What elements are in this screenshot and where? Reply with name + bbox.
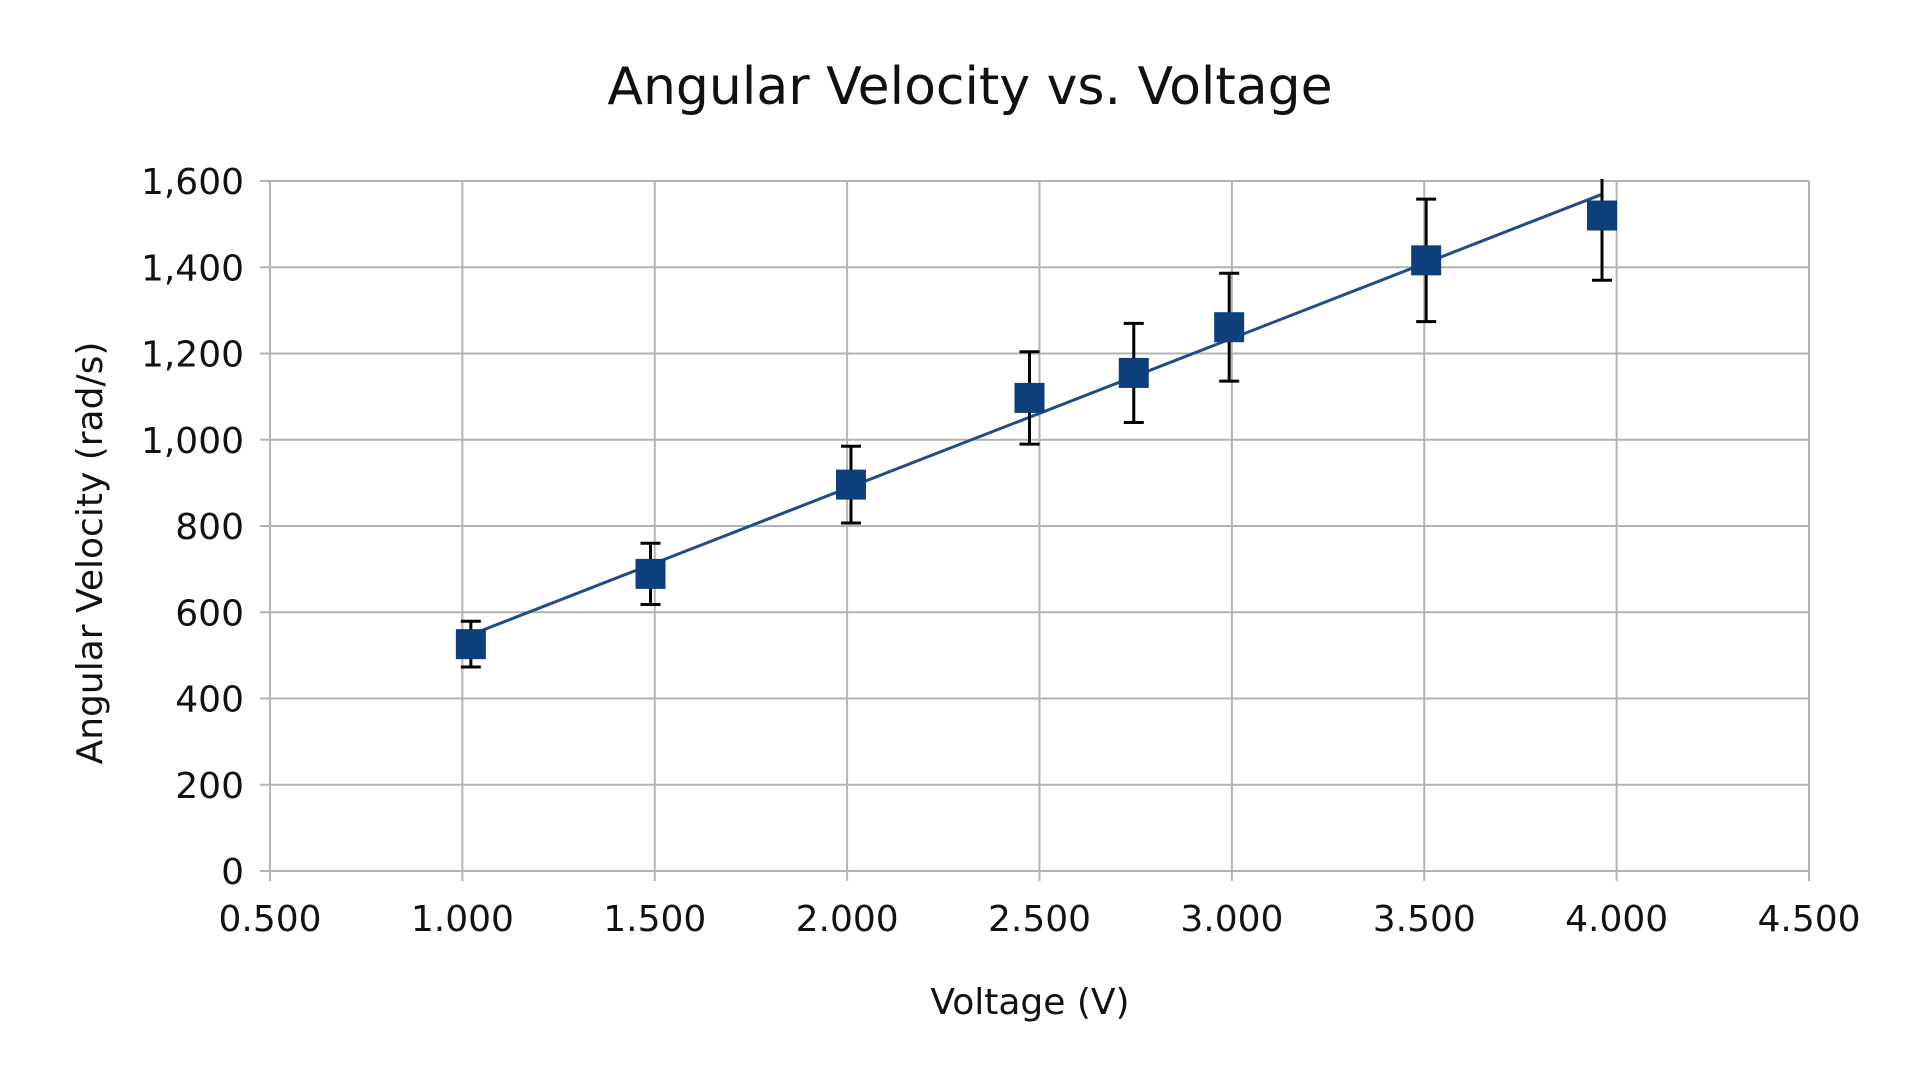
- data-point: [1411, 245, 1442, 276]
- x-axis-label: Voltage (V): [930, 982, 1129, 1023]
- y-axis-label: Angular Velocity (rad/s): [70, 342, 111, 765]
- y-tick-label: 1,200: [141, 335, 244, 376]
- x-tick-label: 3.500: [1373, 899, 1476, 940]
- data-point: [1214, 312, 1245, 343]
- tick-labels: 0.500 1.000 1.500 2.000 2.500 3.000 3.500 4.000…: [141, 162, 1861, 940]
- data-point: [835, 469, 866, 500]
- grid: [260, 180, 1810, 881]
- x-tick-label: 2.500: [988, 899, 1091, 940]
- y-tick-label: 600: [175, 593, 244, 634]
- x-tick-label: 1.000: [411, 899, 514, 940]
- y-tick-label: 400: [175, 680, 244, 721]
- data-point: [1587, 200, 1618, 231]
- y-tick-label: 800: [175, 507, 244, 548]
- y-tick-label: 200: [175, 766, 244, 807]
- x-tick-label: 0.500: [218, 899, 321, 940]
- y-tick-label: 0: [221, 852, 244, 893]
- x-tick-label: 4.000: [1565, 899, 1668, 940]
- y-tick-label: 1,000: [141, 421, 244, 462]
- data-points: [455, 200, 1618, 660]
- data-point: [455, 629, 486, 660]
- x-tick-label: 4.500: [1757, 899, 1860, 940]
- y-tick-label: 1,600: [141, 162, 244, 203]
- data-point: [635, 558, 666, 589]
- x-tick-label: 1.500: [603, 899, 706, 940]
- chart-title: Angular Velocity vs. Voltage: [607, 57, 1332, 117]
- data-point: [1014, 382, 1045, 413]
- x-tick-label: 2.000: [796, 899, 899, 940]
- x-tick-label: 3.000: [1180, 899, 1283, 940]
- y-tick-label: 1,400: [141, 248, 244, 289]
- data-point: [1118, 357, 1149, 388]
